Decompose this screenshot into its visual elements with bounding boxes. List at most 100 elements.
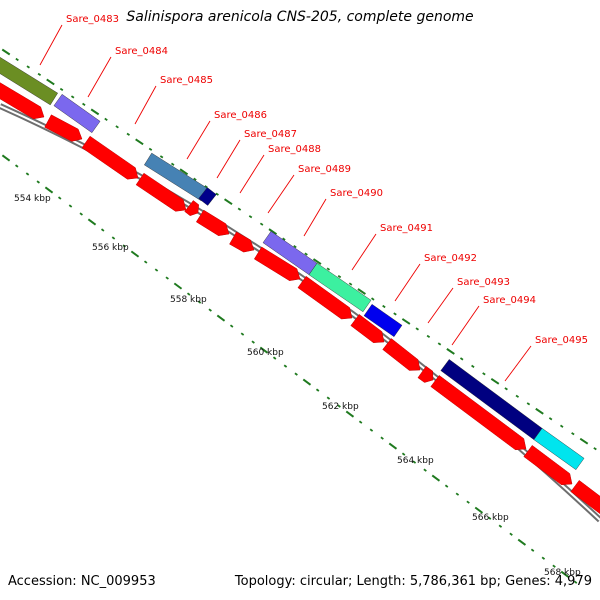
minor-tick xyxy=(559,424,564,428)
minor-tick xyxy=(283,364,288,368)
minor-tick xyxy=(526,402,531,406)
gene-label[interactable]: Sare_0487 xyxy=(244,129,297,140)
minor-tick xyxy=(240,332,245,336)
minor-tick xyxy=(82,102,86,106)
minor-tick xyxy=(104,117,108,121)
reverse-gene-arrow[interactable] xyxy=(382,338,421,371)
minor-tick xyxy=(337,404,341,408)
gene-label[interactable]: Sare_0492 xyxy=(424,253,477,264)
gene-label[interactable]: Sare_0485 xyxy=(160,75,213,86)
gene-label[interactable]: Sare_0493 xyxy=(457,277,510,288)
minor-tick xyxy=(25,172,30,176)
kbp-scale-label: 568 kbp xyxy=(544,568,581,578)
reverse-gene-arrow[interactable] xyxy=(44,114,83,142)
minor-tick xyxy=(248,215,253,219)
minor-tick xyxy=(380,436,384,440)
kbp-scale-label: 560 kbp xyxy=(247,348,284,358)
major-tick xyxy=(535,407,544,415)
minor-tick xyxy=(358,420,363,424)
reverse-gene-arrow[interactable] xyxy=(195,209,230,236)
minor-tick xyxy=(229,324,234,328)
scale-ticks xyxy=(1,48,597,584)
reverse-gene-arrow[interactable] xyxy=(135,172,187,212)
kbp-scale-label: 554 kbp xyxy=(14,194,51,204)
gene-label[interactable]: Sare_0486 xyxy=(214,110,267,121)
minor-tick xyxy=(393,312,397,316)
gene-label[interactable]: Sare_0484 xyxy=(115,46,168,57)
minor-tick xyxy=(455,492,460,496)
gene-label-leader-line xyxy=(216,139,241,179)
gene-label[interactable]: Sare_0488 xyxy=(268,144,321,155)
major-tick xyxy=(268,228,278,235)
reverse-gene-arrow[interactable] xyxy=(253,246,301,281)
minor-tick xyxy=(541,556,546,560)
minor-tick xyxy=(348,282,353,286)
gene-label-leader-line xyxy=(239,154,265,194)
minor-tick xyxy=(337,274,342,279)
cog-block[interactable] xyxy=(533,428,585,470)
gene-labels: Sare_0483 Sare_0484 Sare_0485 Sare_0486 Sare… xyxy=(39,14,588,382)
major-tick xyxy=(224,198,233,206)
minor-tick xyxy=(444,484,449,488)
major-tick xyxy=(431,474,441,482)
reverse-gene-arrow[interactable] xyxy=(184,200,199,216)
gene-label-leader-line xyxy=(394,263,421,302)
reverse-gene-arrow[interactable] xyxy=(297,275,353,320)
minor-tick xyxy=(36,180,40,184)
minor-tick xyxy=(148,147,153,151)
gene-label[interactable]: Sare_0489 xyxy=(298,164,351,175)
gene-label[interactable]: Sare_0494 xyxy=(483,295,536,306)
minor-tick xyxy=(326,396,331,400)
minor-tick xyxy=(193,177,197,181)
minor-tick xyxy=(466,500,470,504)
minor-tick xyxy=(423,468,427,472)
minor-tick xyxy=(293,245,297,249)
major-tick xyxy=(173,282,183,290)
major-tick xyxy=(216,314,226,322)
cog-block[interactable] xyxy=(53,94,101,133)
minor-tick xyxy=(126,132,131,136)
minor-tick xyxy=(573,580,578,584)
minor-tick xyxy=(412,460,417,464)
kbp-scale-label: 566 kbp xyxy=(472,513,509,523)
minor-tick xyxy=(259,222,264,226)
cog-block[interactable] xyxy=(0,52,58,106)
gene-label[interactable]: Sare_0491 xyxy=(380,223,433,234)
minor-tick xyxy=(272,356,277,360)
minor-tick xyxy=(382,304,386,309)
reverse-gene-arrow[interactable] xyxy=(350,314,385,343)
minor-tick xyxy=(415,327,419,331)
reverse-gene-arrow[interactable] xyxy=(570,480,600,515)
gene-label[interactable]: Sare_0490 xyxy=(330,188,383,199)
reverse-gene-arrow[interactable] xyxy=(0,80,45,120)
gene-label[interactable]: Sare_0495 xyxy=(535,335,588,346)
reverse-gene-arrow[interactable] xyxy=(229,231,255,253)
minor-tick xyxy=(68,204,73,208)
cog-block[interactable] xyxy=(198,187,217,206)
minor-tick xyxy=(70,95,75,99)
gene-label-leader-line xyxy=(134,85,157,125)
kbp-scale-label: 562 kbp xyxy=(322,402,359,412)
minor-tick xyxy=(251,340,255,344)
gene-label[interactable]: Sare_0483 xyxy=(66,14,119,25)
reverse-gene-arrow[interactable] xyxy=(81,135,139,180)
gene-label-leader-line xyxy=(186,120,211,160)
minor-tick xyxy=(304,252,308,256)
gene-label-leader-line xyxy=(504,345,532,382)
minor-tick xyxy=(482,372,486,376)
minor-tick xyxy=(571,432,575,436)
minor-tick xyxy=(552,564,556,568)
cog-block[interactable] xyxy=(308,262,372,313)
major-tick xyxy=(46,78,55,86)
gene-label-leader-line xyxy=(303,198,327,237)
reverse-gene-arrow[interactable] xyxy=(417,365,434,383)
gene-features xyxy=(0,80,600,515)
major-tick xyxy=(302,378,312,386)
minor-tick xyxy=(197,300,202,304)
minor-tick xyxy=(282,237,286,241)
cog-category-blocks xyxy=(0,52,585,470)
minor-tick xyxy=(111,236,116,240)
reverse-gene-arrow[interactable] xyxy=(523,445,573,486)
reverse-gene-arrow[interactable] xyxy=(430,375,527,451)
cog-block[interactable] xyxy=(363,304,403,337)
